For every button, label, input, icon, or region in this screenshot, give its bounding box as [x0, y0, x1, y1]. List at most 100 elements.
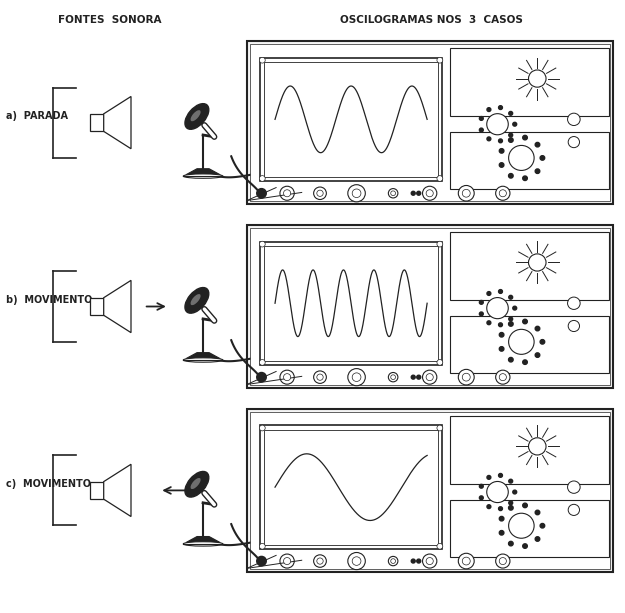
Circle shape [535, 353, 540, 357]
Circle shape [314, 187, 326, 199]
Circle shape [529, 438, 546, 455]
Polygon shape [104, 464, 131, 517]
Bar [450, 132, 609, 189]
Circle shape [411, 375, 415, 379]
Bar [90, 482, 104, 499]
Circle shape [509, 506, 513, 510]
Ellipse shape [183, 542, 223, 546]
Ellipse shape [183, 358, 223, 362]
Circle shape [499, 105, 502, 110]
Bar [259, 242, 442, 365]
Circle shape [417, 191, 421, 195]
Circle shape [487, 297, 508, 319]
Circle shape [388, 373, 398, 382]
Circle shape [280, 186, 294, 200]
Circle shape [479, 128, 483, 132]
Bar [450, 500, 609, 557]
Ellipse shape [191, 294, 201, 305]
Circle shape [509, 138, 513, 142]
Circle shape [426, 558, 433, 565]
Circle shape [509, 541, 513, 546]
Circle shape [509, 479, 512, 483]
Circle shape [317, 558, 323, 564]
Circle shape [284, 374, 291, 381]
Bar [450, 316, 609, 373]
Circle shape [259, 544, 265, 549]
Circle shape [437, 58, 442, 63]
Bar [450, 48, 609, 116]
Text: c)  MOVIMENTO: c) MOVIMENTO [6, 479, 91, 489]
Bar [450, 416, 609, 484]
Circle shape [479, 484, 483, 488]
Circle shape [284, 558, 291, 565]
Circle shape [317, 374, 323, 380]
Polygon shape [186, 169, 220, 175]
Circle shape [479, 300, 483, 304]
Circle shape [487, 292, 491, 295]
Polygon shape [186, 536, 220, 543]
Ellipse shape [185, 471, 209, 497]
Circle shape [259, 360, 265, 365]
Circle shape [487, 504, 491, 509]
Circle shape [437, 544, 442, 549]
Circle shape [535, 537, 540, 541]
Circle shape [317, 190, 323, 196]
Circle shape [509, 329, 534, 354]
Circle shape [509, 133, 512, 137]
Circle shape [487, 108, 491, 112]
Circle shape [352, 189, 361, 197]
Circle shape [422, 554, 437, 568]
Circle shape [499, 374, 506, 381]
Ellipse shape [191, 478, 201, 489]
Circle shape [314, 371, 326, 383]
Circle shape [284, 190, 291, 197]
Circle shape [257, 373, 266, 382]
Circle shape [411, 559, 415, 563]
Circle shape [496, 186, 510, 200]
Circle shape [529, 70, 546, 87]
Circle shape [487, 321, 491, 325]
Circle shape [462, 373, 470, 381]
Text: a)  PARADA: a) PARADA [6, 112, 68, 121]
Circle shape [522, 360, 528, 364]
Circle shape [499, 507, 502, 511]
Circle shape [391, 191, 396, 196]
Circle shape [535, 326, 540, 331]
Bar [247, 41, 612, 204]
Circle shape [540, 156, 545, 160]
Circle shape [499, 530, 504, 535]
Circle shape [487, 476, 491, 479]
Circle shape [280, 370, 294, 384]
Bar [250, 228, 609, 385]
Circle shape [426, 374, 433, 381]
Circle shape [458, 186, 474, 201]
Circle shape [348, 185, 365, 202]
Circle shape [522, 176, 528, 180]
Circle shape [422, 370, 437, 384]
Circle shape [487, 137, 491, 141]
Circle shape [462, 189, 470, 197]
Circle shape [509, 173, 513, 178]
Circle shape [280, 554, 294, 568]
Bar [90, 298, 104, 315]
Bar [250, 44, 609, 201]
Bar [247, 409, 612, 571]
Text: b)  MOVIMENTO: b) MOVIMENTO [6, 295, 92, 305]
Circle shape [391, 558, 396, 563]
Circle shape [391, 375, 396, 379]
Circle shape [535, 169, 540, 173]
Circle shape [437, 176, 442, 181]
Ellipse shape [185, 287, 209, 313]
Circle shape [509, 295, 512, 299]
Circle shape [512, 306, 517, 310]
Polygon shape [104, 280, 131, 333]
Circle shape [509, 145, 534, 170]
Circle shape [568, 137, 579, 148]
Ellipse shape [191, 110, 201, 121]
Bar [90, 114, 104, 131]
Circle shape [499, 148, 504, 153]
Circle shape [568, 481, 580, 493]
Circle shape [479, 496, 483, 500]
Bar [247, 225, 612, 387]
Text: OSCILOGRAMAS NOS  3  CASOS: OSCILOGRAMAS NOS 3 CASOS [340, 15, 522, 25]
